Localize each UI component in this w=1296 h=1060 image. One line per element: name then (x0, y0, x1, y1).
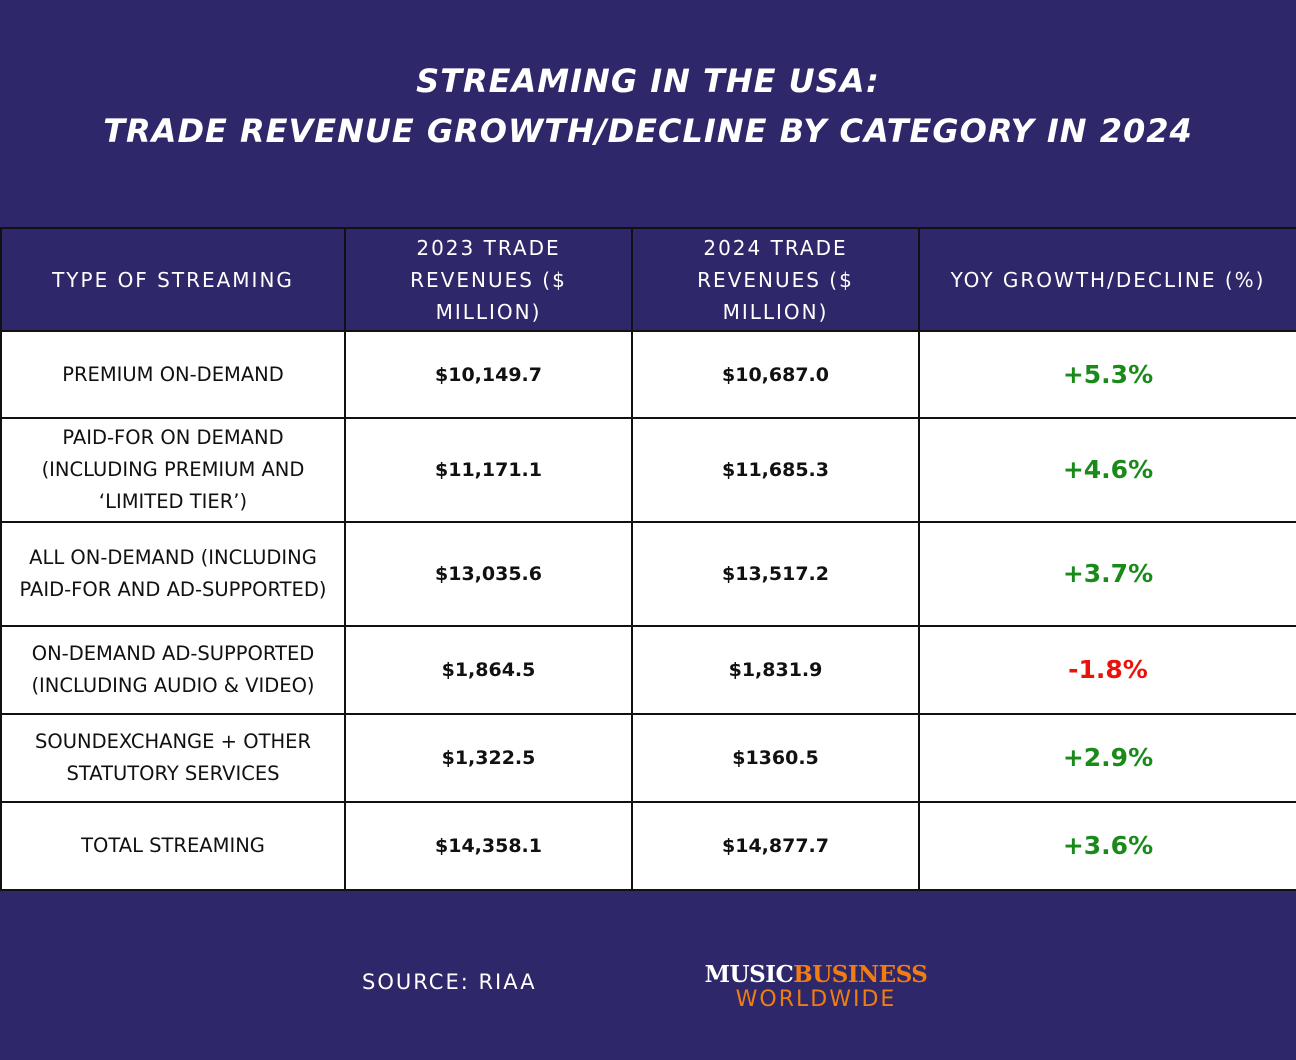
logo-music: MUSIC (704, 961, 794, 988)
yoy-cell: +3.6% (918, 801, 1296, 891)
header-type: TYPE OF STREAMING (0, 227, 346, 332)
type-cell: ALL ON-DEMAND (INCLUDING PAID-FOR AND AD… (0, 521, 346, 627)
type-cell: SOUNDEXCHANGE + OTHER STATUTORY SERVICES (0, 713, 346, 803)
table-row: ALL ON-DEMAND (INCLUDING PAID-FOR AND AD… (0, 521, 1296, 627)
title-line-2: TRADE REVENUE GROWTH/DECLINE BY CATEGORY… (103, 112, 1193, 150)
logo-worldwide: WORLDWIDE (735, 987, 897, 1012)
revenue-2024-cell: $1,831.9 (631, 625, 920, 715)
revenue-2023-cell: $11,171.1 (344, 417, 633, 523)
header-yoy: YOY GROWTH/DECLINE (%) (918, 227, 1296, 332)
revenue-2024-cell: $13,517.2 (631, 521, 920, 627)
table-row: PAID-FOR ON DEMAND (INCLUDING PREMIUM AN… (0, 417, 1296, 523)
table-row: SOUNDEXCHANGE + OTHER STATUTORY SERVICES… (0, 713, 1296, 803)
yoy-cell: +5.3% (918, 330, 1296, 419)
music-business-worldwide-logo: MUSICBUSINESS WORLDWIDE (700, 962, 932, 1012)
type-cell: PREMIUM ON-DEMAND (0, 330, 346, 419)
yoy-cell: +3.7% (918, 521, 1296, 627)
revenue-2023-cell: $1,864.5 (344, 625, 633, 715)
revenue-2023-cell: $10,149.7 (344, 330, 633, 419)
table-row: PREMIUM ON-DEMAND $10,149.7 $10,687.0 +5.3% (0, 330, 1296, 419)
type-cell: PAID-FOR ON DEMAND (INCLUDING PREMIUM AN… (0, 417, 346, 523)
revenue-2024-cell: $11,685.3 (631, 417, 920, 523)
logo-business: BUSINESS (793, 961, 928, 988)
revenue-2024-cell: $14,877.7 (631, 801, 920, 891)
type-cell: TOTAL STREAMING (0, 801, 346, 891)
table-header-row: TYPE OF STREAMING 2023 TRADE REVENUES ($… (0, 227, 1296, 332)
revenue-2024-cell: $10,687.0 (631, 330, 920, 419)
revenue-2023-cell: $1,322.5 (344, 713, 633, 803)
table-row: ON-DEMAND AD-SUPPORTED (INCLUDING AUDIO … (0, 625, 1296, 715)
revenue-2024-cell: $1360.5 (631, 713, 920, 803)
type-cell: ON-DEMAND AD-SUPPORTED (INCLUDING AUDIO … (0, 625, 346, 715)
yoy-cell: -1.8% (918, 625, 1296, 715)
header-2024: 2024 TRADE REVENUES ($ MILLION) (631, 227, 920, 332)
revenue-2023-cell: $14,358.1 (344, 801, 633, 891)
table-row: TOTAL STREAMING $14,358.1 $14,877.7 +3.6% (0, 801, 1296, 891)
streaming-revenue-table: TYPE OF STREAMING 2023 TRADE REVENUES ($… (0, 227, 1296, 891)
header-2023: 2023 TRADE REVENUES ($ MILLION) (344, 227, 633, 332)
revenue-2023-cell: $13,035.6 (344, 521, 633, 627)
title-line-1: STREAMING IN THE USA: (416, 62, 880, 100)
yoy-cell: +2.9% (918, 713, 1296, 803)
yoy-cell: +4.6% (918, 417, 1296, 523)
source-label: SOURCE: RIAA (362, 970, 537, 994)
